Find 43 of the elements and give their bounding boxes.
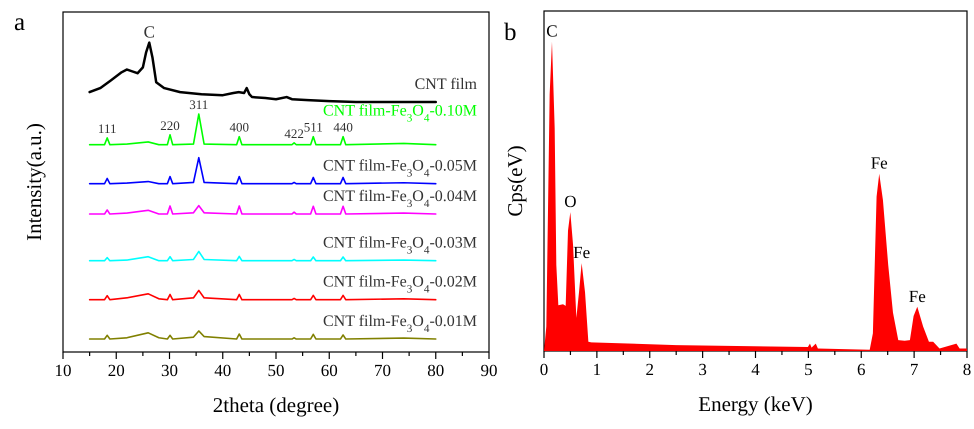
annotation: O [564,192,576,212]
annotation: 220 [160,118,180,133]
series-label: CNT film-Fe$_{3}$O$_{4}$-0.04M [322,188,477,210]
annotation: 440 [333,120,353,135]
x-tick-label: 1 [592,360,602,379]
series-label: CNT film-Fe$_{3}$O$_{4}$-0.05M [322,158,477,180]
annotation: 511 [304,120,323,135]
x-tick-label: 8 [962,360,972,379]
y-axis-title: Cps(eV) [503,145,527,217]
annotation: 111 [98,120,116,136]
x-tick-label: 40 [214,361,232,380]
x-tick-label: 10 [54,361,72,380]
annotation: Fe [870,154,888,173]
x-tick-label: 80 [427,361,444,380]
annotation: 400 [230,120,250,135]
text: a [14,9,26,36]
x-tick-label: 5 [804,360,813,379]
x-axis-title: Energy (keV) [698,392,813,416]
x-tick-label: 20 [108,361,125,380]
series-label: CNT film-Fe$_{3}$O$_{4}$-0.01M [322,313,477,336]
series-label: CNT film-Fe$_{3}$O$_{4}$-0.02M [322,274,477,296]
annotation: C [144,22,155,42]
y-axis-title: Intensity(a.u.) [22,123,46,241]
annotation: Fe [908,286,926,306]
series-label: CNT film-Fe$_{3}$O$_{4}$-0.03M [322,234,477,257]
x-axis-title: 2theta (degree) [212,393,340,417]
x-tick-label: 60 [320,361,338,380]
series-label: CNT film [414,76,478,94]
x-tick-label: 50 [268,361,284,380]
x-tick-label: 6 [857,360,866,379]
x-tick-label: 3 [698,360,707,379]
annotation: 422 [284,126,304,141]
x-tick-label: 30 [161,361,178,380]
x-tick-label: 4 [751,360,760,379]
annotation: C [546,22,558,41]
annotation: 311 [189,97,208,112]
annotation: Fe [573,243,590,262]
x-tick-label: 0 [540,360,548,379]
x-tick-label: 7 [910,360,919,379]
x-tick-label: 90 [480,361,498,380]
x-tick-label: 2 [646,360,654,379]
text: b [504,19,516,46]
x-tick-label: 70 [374,361,391,380]
